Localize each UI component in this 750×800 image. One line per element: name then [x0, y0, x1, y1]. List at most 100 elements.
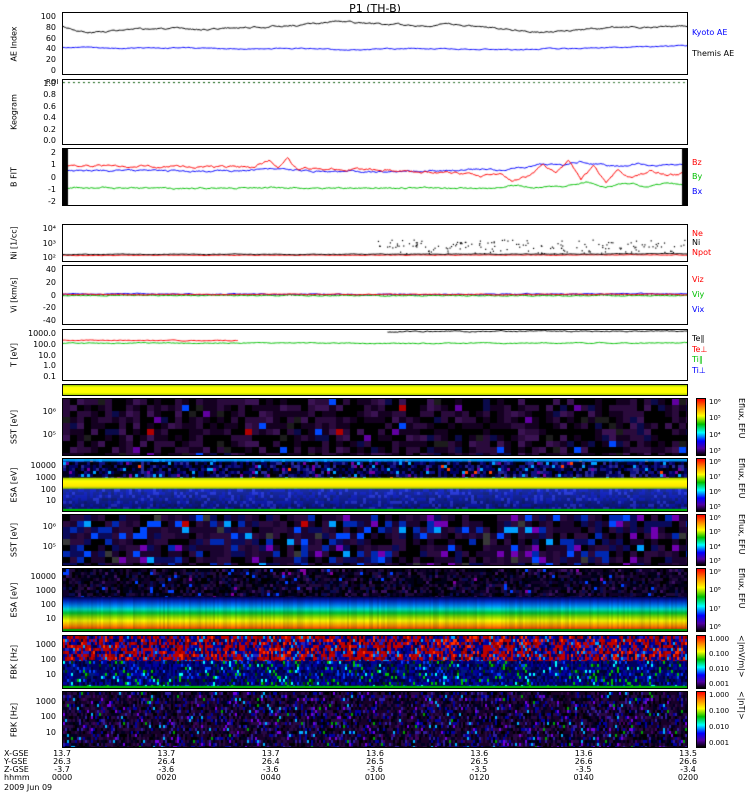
ni-canvas	[63, 225, 687, 261]
fbke-ytick: 1000	[35, 640, 56, 649]
bfit-series-label: Bx	[692, 186, 703, 196]
panel-vi: Vi [km/s] 40 20 0 -20 -40 Viz Viy Vix	[0, 265, 750, 325]
fbkb-ytick: 10	[45, 728, 56, 738]
fbke-plot-area	[62, 635, 688, 689]
temp-ytick: 1.0	[43, 361, 56, 371]
ae-series-label: Kyoto AE	[692, 28, 728, 37]
esae-colorbar-tick: 10⁸	[709, 586, 721, 595]
ae-ytick: 60	[45, 33, 56, 43]
temp-series-label: Ti⊥	[692, 365, 706, 375]
panel-bfit: B FIT 2 1 0 -1 -2 Bz By Bx	[0, 148, 750, 206]
sste-colorbar-tick: 10⁴	[709, 542, 721, 551]
axis-row-label-hhmm: hhmm	[4, 773, 30, 782]
panel-ni: Ni [1/cc] 10⁴ 10³ 10² Ne Ni Npot	[0, 224, 750, 262]
esai-colorbar-label: Eflux, EFU	[737, 458, 746, 499]
bfit-series-label: Bz	[692, 157, 702, 167]
sste-ytick: 10⁵	[42, 542, 56, 551]
esai-ytick: 10	[45, 496, 56, 506]
axis-col-0200-x: 13.5	[679, 749, 697, 758]
esae-colorbar-tick: 10⁹	[709, 568, 721, 576]
vi-series-label: Viy	[692, 290, 705, 299]
fbke-canvas	[63, 636, 687, 688]
axis-row-label-z-gse: Z-GSE	[4, 765, 29, 774]
esae-ytick: 10000	[30, 572, 56, 582]
keogram-ytick: 0.6	[43, 101, 56, 111]
ae-ytick: 0	[50, 66, 56, 75]
esai-colorbar-tick: 10⁵	[709, 503, 721, 511]
bfit-ytick: -2	[48, 197, 56, 206]
ni-series-label: Ni	[692, 238, 701, 247]
panel-ae: AE Index 100 80 60 40 20 0 Kyoto AE Themis AE	[0, 12, 750, 75]
ni-ytick: 10³	[42, 238, 56, 248]
fbkb-canvas	[63, 692, 687, 747]
fbkb-colorbar-tick: 1.000	[709, 691, 730, 699]
bfit-ytick: 2	[50, 148, 56, 157]
bfit-canvas	[63, 149, 687, 205]
axis-col-0040-z: -3.6	[262, 765, 279, 774]
keogram-corner-label: ROI	[46, 78, 59, 86]
ssti-colorbar-tick: 10³	[709, 447, 721, 455]
panel-fbkb: FBK [Hz] 1000 100 10 1.000 0.100 0.010 0.001 <|n…	[0, 691, 750, 748]
axis-col-0040-t: 0040	[260, 773, 281, 782]
fbkb-plot-area	[62, 691, 688, 748]
fbkb-ytick: 1000	[35, 696, 56, 706]
keogram-canvas	[63, 80, 687, 144]
ae-ytick: 100	[40, 12, 56, 21]
keogram-ytick: 1.0	[43, 79, 56, 88]
esai-colorbar-tick: 10⁶	[709, 488, 721, 496]
ae-plot-area	[62, 12, 688, 75]
panel-esae: ESA [eV] 10000 1000 100 10 10⁹ 10⁸ 10⁷ 10⁶ Eflux,…	[0, 568, 750, 632]
fbke-colorbar-label: <|mV/m|>	[737, 635, 746, 678]
panel-temp: T [eV] 1000.0 100.0 10.0 1.0 0.1 Te∥ Te⊥ Ti∥ Ti⊥	[0, 329, 750, 381]
ssti-ytick: 10⁵	[42, 429, 56, 439]
fbkb-ytick: 100	[40, 712, 56, 722]
esae-ytick: 100	[40, 600, 56, 610]
axis-col-0200-z: -3.4	[680, 765, 696, 774]
esae-ytick: 1000	[35, 586, 56, 596]
axis-col-0020-t: 0020	[156, 773, 177, 782]
fbkb-colorbar-tick: 0.100	[709, 707, 730, 715]
keogram-ytick: 0.8	[43, 90, 56, 100]
vi-ytick: -40	[42, 316, 56, 325]
vi-series-label: Vix	[692, 305, 705, 314]
plot-title: P1 (TH-B)	[349, 2, 401, 15]
ssti-canvas	[63, 399, 687, 455]
panel-keogram: Keogram ROI 1.0 0.8 0.6 0.4 0.2 0.0	[0, 78, 750, 145]
axis-col-0140-y: 26.6	[574, 757, 593, 766]
esai-ytick: 10000	[30, 461, 56, 471]
bfit-plot-area	[62, 148, 688, 206]
fbke-colorbar-tick: 0.001	[709, 680, 730, 688]
sste-colorbar	[696, 514, 706, 566]
axis-col-0200-t: 0200	[677, 773, 699, 782]
ssti-plot-area	[62, 398, 688, 456]
sste-colorbar-tick: 10⁶	[709, 514, 721, 522]
axis-col-0000-t: 0000	[51, 773, 73, 782]
vi-ytick: 0	[50, 290, 56, 300]
vi-plot-area	[62, 265, 688, 325]
ssti-colorbar-label: Eflux, EFU	[737, 398, 746, 439]
esai-plot-area	[62, 458, 688, 512]
fbke-colorbar-tick: 0.010	[709, 665, 730, 673]
panel-esai: ESA [eV] 10000 1000 100 10 10⁸ 10⁷ 10⁶ 10⁵ Eflux,…	[0, 458, 750, 512]
esai-canvas	[63, 459, 687, 511]
fbke-colorbar	[696, 635, 706, 689]
axis-col-0000-y: 26.3	[53, 757, 71, 766]
bfit-ytick: 1	[50, 160, 56, 170]
axis-col-0100-x: 13.6	[366, 749, 384, 758]
axis-col-0000-z: -3.7	[54, 765, 70, 774]
temp-plot-area	[62, 329, 688, 381]
sste-canvas	[63, 515, 687, 565]
esae-colorbar-tick: 10⁶	[709, 623, 721, 631]
bfit-ytick: -1	[48, 184, 56, 194]
vi-series-label: Viz	[692, 275, 704, 284]
fbkb-colorbar-label: <|nT|>	[737, 691, 746, 720]
fbkb-colorbar-tick: 0.001	[709, 739, 730, 747]
ni-ytick: 10⁴	[42, 224, 56, 233]
ssti-colorbar-tick: 10⁶	[709, 398, 721, 406]
esae-plot-area	[62, 568, 688, 632]
sste-colorbar-tick: 10⁵	[709, 528, 721, 537]
axis-col-0040-y: 26.4	[261, 757, 280, 766]
bfit-series-label: By	[692, 172, 703, 181]
time-axis: X-GSE Y-GSE Z-GSE hhmm 2009 Jun 09 13.7 2…	[0, 750, 750, 800]
